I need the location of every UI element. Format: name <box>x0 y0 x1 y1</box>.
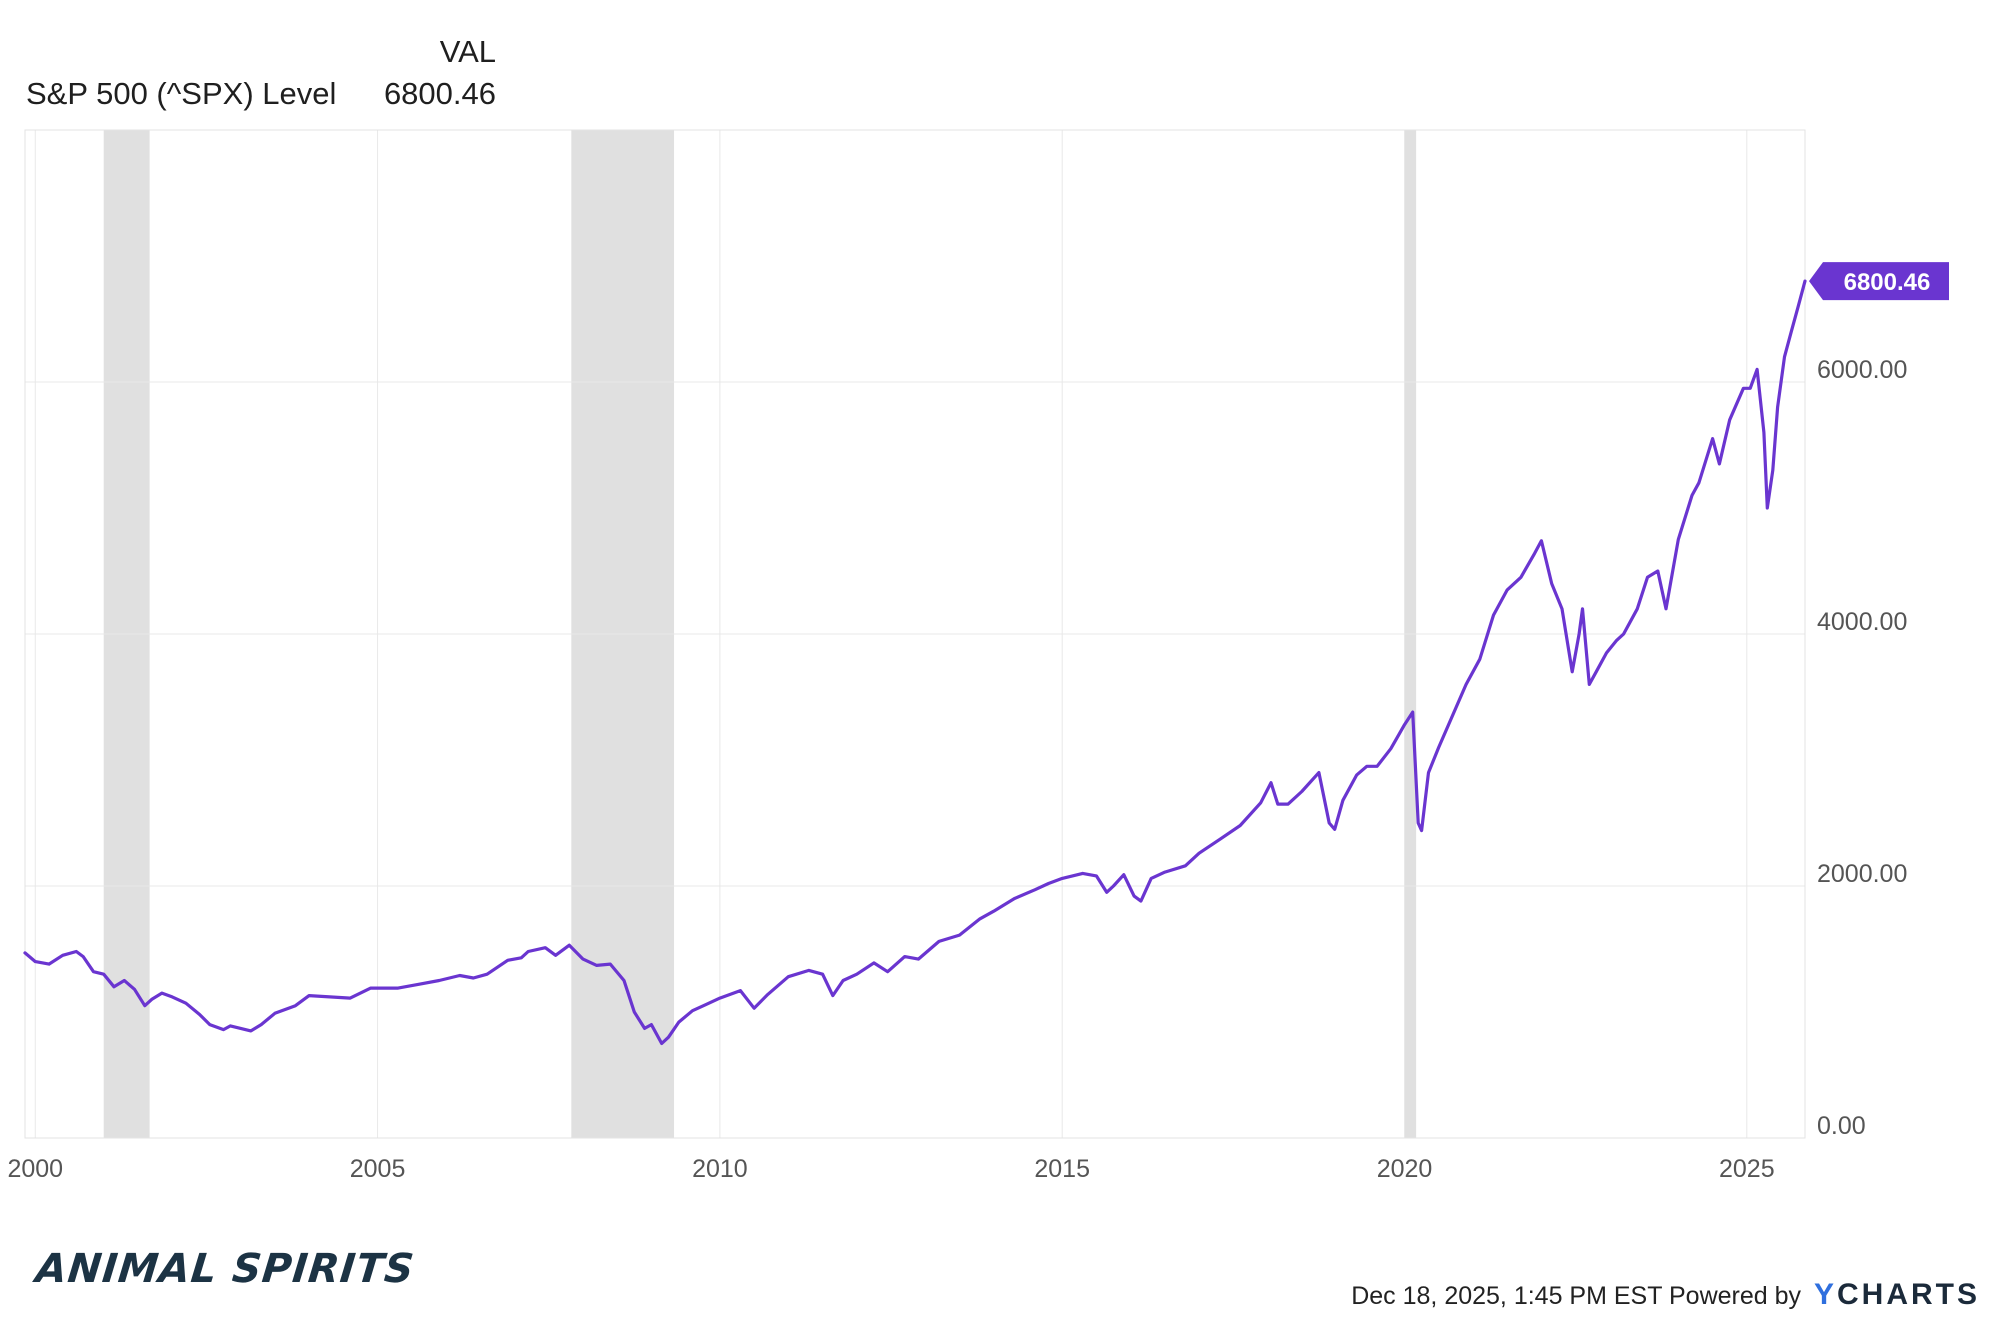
ycharts-logo-rest: CHARTS <box>1837 1278 1980 1311</box>
legend-series-name[interactable]: S&P 500 (^SPX) Level <box>26 76 337 111</box>
animal-spirits-logo: ANIMAL SPIRITS <box>33 1246 417 1292</box>
ycharts-logo-y: Y <box>1813 1278 1837 1311</box>
x-axis-ticks: 2000 2005 2010 2015 2020 2025 <box>7 1155 1774 1183</box>
legend-value-header: VAL <box>439 34 496 69</box>
powered-by-label: Powered by <box>1669 1282 1802 1310</box>
timestamp: Dec 18, 2025, 1:45 PM EST <box>1351 1282 1663 1310</box>
ycharts-logo[interactable]: YCHARTS <box>1814 1278 1980 1311</box>
y-tick-label: 4000.00 <box>1817 608 1907 636</box>
last-value-badge-shape <box>1809 262 1949 301</box>
last-value-badge-label: 6800.46 <box>1844 269 1931 296</box>
legend-series-value: 6800.46 <box>383 76 496 111</box>
x-tick-label: 2010 <box>692 1155 748 1183</box>
y-axis-ticks: 0.00 2000.00 4000.00 6000.00 <box>1817 356 1907 1140</box>
x-tick-label: 2025 <box>1719 1155 1775 1183</box>
plot-frame <box>24 129 1806 1139</box>
footer: Dec 18, 2025, 1:45 PM EST Powered by YCH… <box>1351 1278 1980 1312</box>
series-line-0 <box>23 279 1807 1046</box>
last-value-badge: 6800.46 <box>1809 262 1949 301</box>
x-tick-label: 2015 <box>1034 1155 1090 1183</box>
x-tick-label: 2005 <box>350 1155 406 1183</box>
y-tick-label: 2000.00 <box>1817 860 1907 888</box>
x-tick-label: 2000 <box>7 1155 63 1183</box>
y-tick-label: 0.00 <box>1817 1112 1866 1140</box>
gridlines <box>25 130 1805 1138</box>
y-tick-label: 6000.00 <box>1817 356 1907 384</box>
x-tick-label: 2020 <box>1377 1155 1433 1183</box>
series-group <box>23 279 1807 1046</box>
